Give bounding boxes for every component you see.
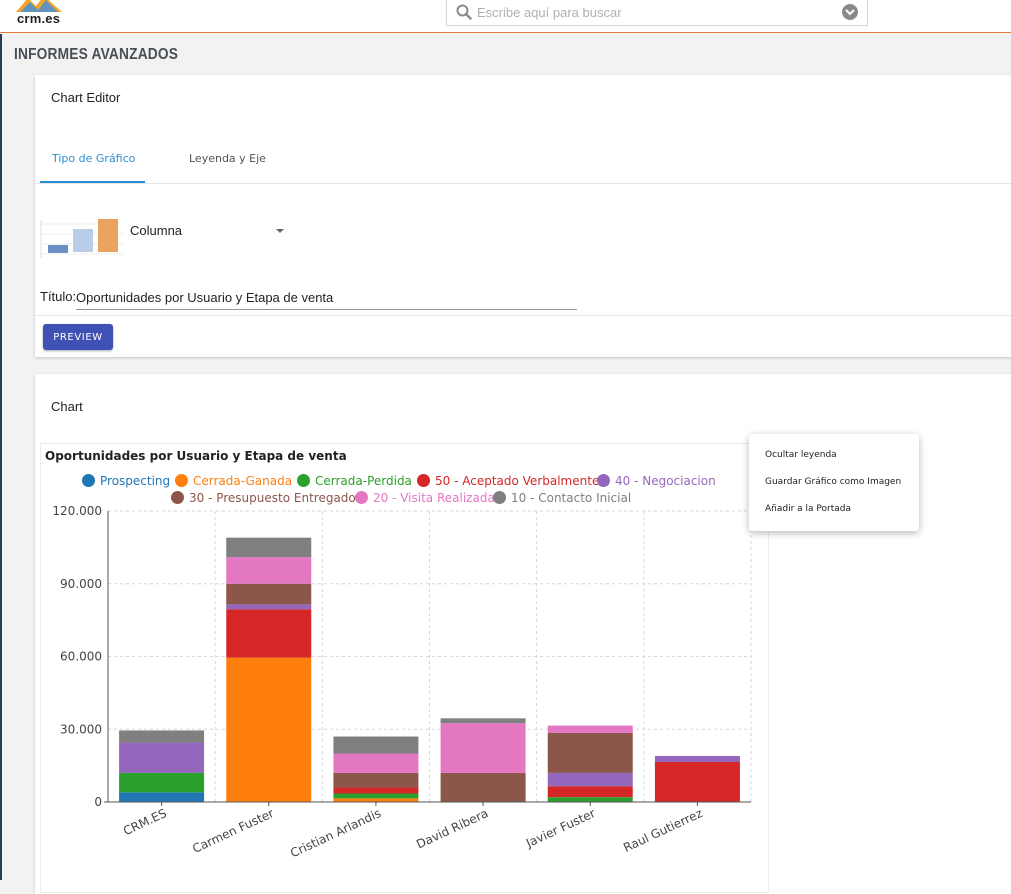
y-tick-label: 90.000 (60, 577, 102, 591)
bar-segment (333, 798, 419, 802)
bar-segment (440, 718, 526, 724)
bar-segment (333, 772, 419, 788)
bar-segment (119, 792, 205, 802)
bar-segment (547, 732, 633, 773)
page-header: INFORMES AVANZADOS (0, 34, 1011, 75)
bar-segment (226, 557, 312, 584)
bar-segment (547, 786, 633, 798)
chart-title: Oportunidades por Usuario y Etapa de ven… (45, 449, 347, 463)
x-tick-label: Cristian Arlandis (288, 806, 383, 860)
bar-segment (119, 730, 205, 743)
bar-segment (333, 787, 419, 794)
y-tick-label: 120.000 (52, 504, 102, 518)
legend-item[interactable]: Prospecting (82, 474, 170, 488)
search-input[interactable] (477, 0, 837, 24)
tab-chart-type[interactable]: Tipo de Gráfico (52, 152, 136, 165)
bar-segment (119, 772, 205, 793)
chart-title-input[interactable] (76, 286, 577, 310)
chart-context-menu: Ocultar leyenda Guardar Gráfico como Ima… (749, 434, 919, 531)
legend-item[interactable]: Cerrada-Ganada (175, 474, 292, 488)
search-icon (456, 4, 472, 20)
bar-segment (333, 793, 419, 799)
bar-segment (119, 742, 205, 773)
bar-segment (226, 604, 312, 610)
chart-container: Oportunidades por Usuario y Etapa de ven… (40, 443, 769, 893)
menu-item-add-to-home[interactable]: Añadir a la Portada (765, 504, 851, 514)
legend-swatch (417, 474, 430, 487)
legend-item[interactable]: 50 - Aceptado Verbalmente (417, 474, 599, 488)
bar-segment (226, 657, 312, 802)
legend-item[interactable]: 10 - Contacto Inicial (493, 491, 631, 505)
bar-segment (440, 723, 526, 773)
legend-swatch (171, 491, 184, 504)
logo-text: crm.es (17, 11, 61, 26)
legend-item[interactable]: 20 - Visita Realizada (355, 491, 495, 505)
preview-button[interactable]: PREVIEW (43, 324, 113, 350)
legend-label: 50 - Aceptado Verbalmente (435, 474, 600, 488)
legend-label: Prospecting (100, 474, 171, 488)
legend-label: 30 - Presupuesto Entregado (189, 491, 356, 505)
left-rail (0, 75, 2, 880)
legend-item[interactable]: Cerrada-Perdida (297, 474, 412, 488)
legend-swatch (175, 474, 188, 487)
y-tick-label: 60.000 (60, 650, 102, 664)
bar-segment (547, 772, 633, 787)
top-bar: crm.es (0, 0, 1011, 33)
chevron-down-icon[interactable] (842, 4, 858, 20)
divider (35, 315, 1011, 316)
active-tab-indicator (40, 181, 145, 183)
search-box[interactable] (446, 0, 868, 26)
chart-editor-card: Chart Editor Tipo de Gráfico Leyenda y E… (35, 75, 1011, 357)
logo-mountains-icon (16, 0, 62, 12)
y-tick-label: 0 (94, 795, 102, 809)
bar-segment (226, 583, 312, 605)
bar-segment (333, 753, 419, 773)
x-tick-label: David Ribera (414, 806, 490, 851)
bar-segment (654, 755, 740, 762)
bar-segment (226, 609, 312, 658)
legend-swatch (82, 474, 95, 487)
tab-legend-axis[interactable]: Leyenda y Eje (189, 152, 266, 165)
legend-label: 40 - Negociacion (615, 474, 716, 488)
bar-segment (333, 736, 419, 754)
bar-segment (547, 725, 633, 733)
legend-swatch (493, 491, 506, 504)
chart-card-title: Chart (51, 399, 83, 414)
legend-label: 20 - Visita Realizada (373, 491, 495, 505)
page-title: INFORMES AVANZADOS (14, 46, 179, 63)
stacked-column-chart: 0 30.000 60.000 90.000 120.000 CRM.ES Carmen F… (52, 504, 752, 860)
legend-label: Cerrada-Ganada (193, 474, 293, 488)
bar-segment (654, 761, 740, 802)
column-chart-thumbnail-icon[interactable] (39, 212, 123, 270)
crm-logo[interactable]: crm.es (14, 0, 66, 32)
legend-swatch (597, 474, 610, 487)
divider (35, 183, 1011, 184)
x-tick-label: Javier Fuster (523, 806, 597, 851)
legend-item[interactable]: 40 - Negociacion (597, 474, 716, 488)
bar-segment (440, 772, 526, 802)
legend-label: Cerrada-Perdida (315, 474, 412, 488)
y-tick-label: 30.000 (60, 722, 102, 736)
x-tick-label: Carmen Fuster (190, 806, 276, 856)
legend-swatch (297, 474, 310, 487)
bar-segment (226, 537, 312, 558)
caret-down-icon[interactable] (276, 229, 284, 233)
legend-label: 10 - Contacto Inicial (511, 491, 632, 505)
title-field-label: Título: (40, 289, 77, 304)
menu-item-save-image[interactable]: Guardar Gráfico como Imagen (765, 477, 902, 487)
chart-type-select[interactable]: Columna (130, 223, 183, 238)
bar-segment (547, 797, 633, 802)
legend-swatch (355, 491, 368, 504)
legend-item[interactable]: 30 - Presupuesto Entregado (171, 491, 356, 505)
chart-editor-title: Chart Editor (51, 90, 121, 105)
x-tick-label: Raul Gutierrez (621, 806, 704, 855)
x-tick-label: CRM.ES (121, 806, 169, 838)
menu-item-hide-legend[interactable]: Ocultar leyenda (765, 450, 837, 460)
